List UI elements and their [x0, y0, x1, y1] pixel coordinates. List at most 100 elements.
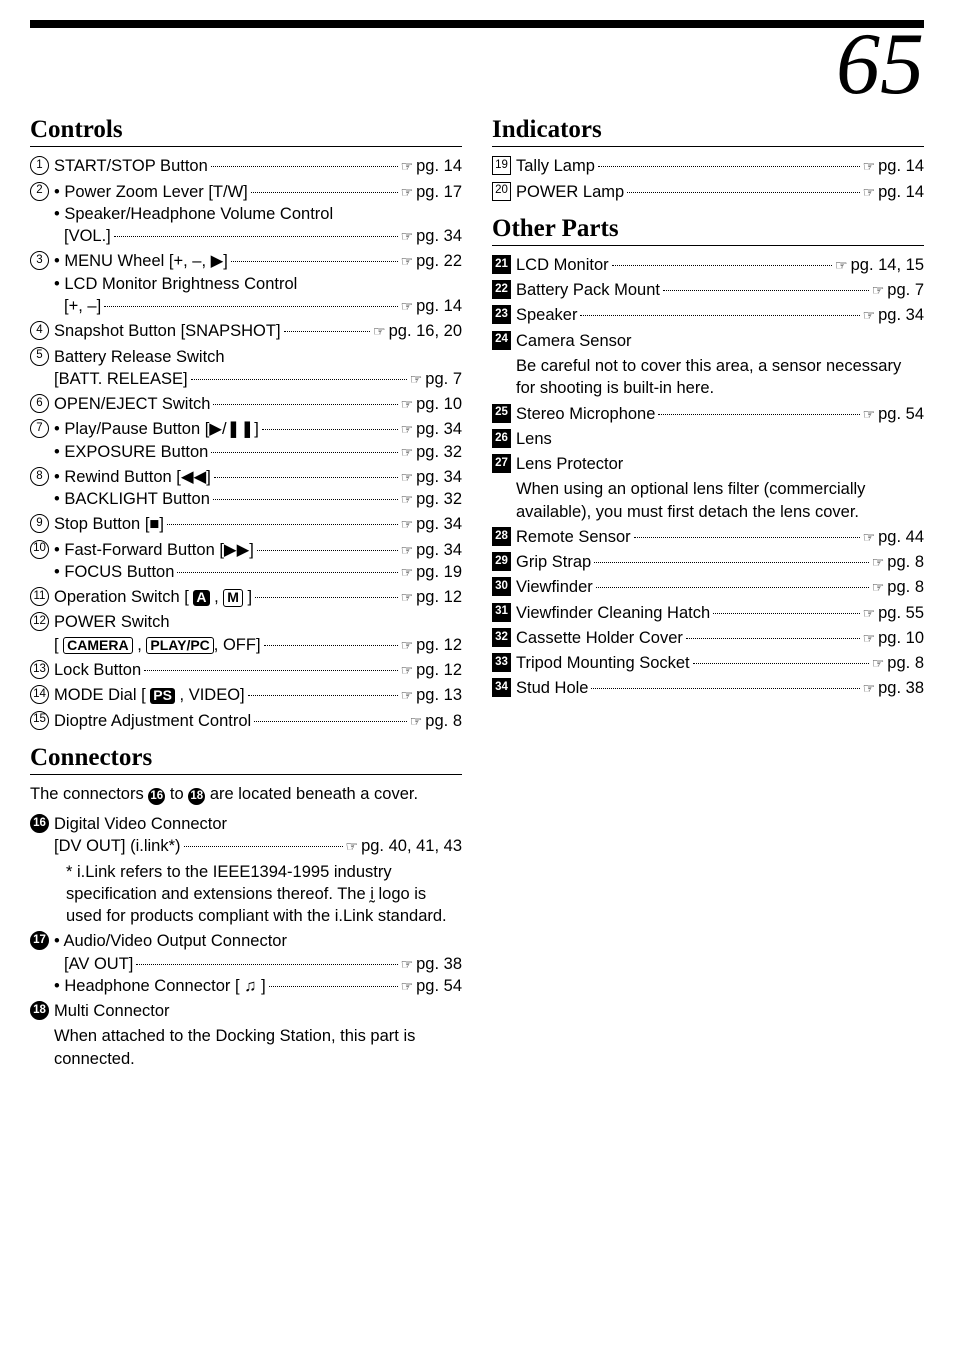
index-entry: 20POWER Lamppg. 14: [492, 181, 924, 203]
dot-leader: [213, 499, 398, 500]
dot-leader: [257, 550, 398, 551]
page-ref: pg. 14, 15: [835, 254, 924, 276]
dot-leader: [211, 452, 397, 453]
page-ref: pg. 14: [401, 155, 462, 177]
entry-label: Speaker: [516, 304, 577, 326]
dot-leader: [211, 166, 398, 167]
dot-leader: [686, 638, 860, 639]
page-ref: pg. 22: [401, 250, 462, 272]
entry-number-badge: 11: [30, 587, 49, 606]
index-entry: 16Digital Video Connector[DV OUT] (i.lin…: [30, 813, 462, 858]
page-ref: pg. 34: [401, 539, 462, 561]
entry-note: * i.Link refers to the IEEE1394-1995 ind…: [30, 861, 462, 928]
dot-leader: [251, 192, 398, 193]
index-entry: 13Lock Buttonpg. 12: [30, 659, 462, 681]
entry-label: [VOL.]: [54, 225, 111, 247]
page-ref: pg. 34: [401, 225, 462, 247]
index-entry: 7• Play/Pause Button [▶/❚❚]pg. 34• EXPOS…: [30, 418, 462, 463]
page-ref: pg. 34: [401, 418, 462, 440]
index-entry: 34Stud Holepg. 38: [492, 677, 924, 699]
dot-leader: [693, 663, 869, 664]
index-entry: 26Lens: [492, 428, 924, 450]
entry-label: • FOCUS Button: [54, 561, 174, 583]
page-ref: pg. 12: [401, 634, 462, 656]
dot-leader: [248, 695, 398, 696]
entry-number-badge: 27: [492, 454, 511, 473]
dot-leader: [262, 429, 398, 430]
entry-number-badge: 14: [30, 685, 49, 704]
section-rule: [30, 146, 462, 147]
entry-label: Grip Strap: [516, 551, 591, 573]
index-entry: 9Stop Button [■]pg. 34: [30, 513, 462, 535]
page-ref: pg. 38: [863, 677, 924, 699]
page-ref: pg. 14: [863, 155, 924, 177]
page-ref: pg. 7: [410, 368, 462, 390]
index-entry: 28Remote Sensorpg. 44: [492, 526, 924, 548]
page-ref: pg. 8: [410, 710, 462, 732]
top-accent-bar: [30, 20, 924, 28]
entry-label: • Power Zoom Lever [T/W]: [54, 181, 248, 203]
dot-leader: [612, 265, 832, 266]
dot-leader: [591, 688, 859, 689]
entry-label: Tripod Mounting Socket: [516, 652, 690, 674]
index-entry: 23Speakerpg. 34: [492, 304, 924, 326]
entry-label: [AV OUT]: [54, 953, 133, 975]
dot-leader: [663, 290, 869, 291]
entry-label: Multi Connector: [54, 1000, 170, 1022]
section-title: Controls: [30, 116, 462, 144]
dot-leader: [114, 236, 398, 237]
dot-leader: [269, 986, 398, 987]
entry-label: • Play/Pause Button [▶/❚❚]: [54, 418, 259, 440]
entry-label: Lens Protector: [516, 453, 623, 475]
entry-label: MODE Dial [ PS , VIDEO]: [54, 684, 245, 706]
dot-leader: [264, 645, 398, 646]
entry-label: • MENU Wheel [+, –, ▶]: [54, 250, 228, 272]
entry-label: POWER Switch: [54, 611, 170, 633]
page-ref: pg. 12: [401, 586, 462, 608]
section-title: Indicators: [492, 116, 924, 144]
entry-label: • Rewind Button [◀◀]: [54, 466, 211, 488]
index-entry: 14MODE Dial [ PS , VIDEO]pg. 13: [30, 684, 462, 706]
page-ref: pg. 7: [872, 279, 924, 301]
entry-label: Lock Button: [54, 659, 141, 681]
entry-label: Remote Sensor: [516, 526, 631, 548]
index-entry: 2• Power Zoom Lever [T/W]pg. 17• Speaker…: [30, 181, 462, 248]
entry-label: Cassette Holder Cover: [516, 627, 683, 649]
index-entry: 5Battery Release Switch[BATT. RELEASE]pg…: [30, 346, 462, 391]
index-entry: 6OPEN/EJECT Switchpg. 10: [30, 393, 462, 415]
entry-label: [+, –]: [54, 295, 101, 317]
page-ref: pg. 10: [401, 393, 462, 415]
entry-number-badge: 24: [492, 331, 511, 350]
dot-leader: [177, 572, 397, 573]
dot-leader: [214, 477, 398, 478]
section-title: Connectors: [30, 744, 462, 772]
entry-number-badge: 21: [492, 255, 511, 274]
entry-number-badge: 6: [30, 394, 49, 413]
entry-number-badge: 8: [30, 467, 49, 486]
index-entry: 10• Fast-Forward Button [▶▶]pg. 34• FOCU…: [30, 539, 462, 584]
entry-continuation: When using an optional lens filter (comm…: [492, 478, 924, 523]
page-ref: pg. 32: [401, 441, 462, 463]
page-ref: pg. 55: [863, 602, 924, 624]
entry-number-badge: 18: [30, 1001, 49, 1020]
entry-number-badge: 23: [492, 305, 511, 324]
dot-leader: [284, 331, 371, 332]
index-entry: 31Viewfinder Cleaning Hatchpg. 55: [492, 602, 924, 624]
entry-label: • EXPOSURE Button: [54, 441, 208, 463]
page-ref: pg. 8: [872, 551, 924, 573]
index-entry: 12POWER Switch[ CAMERA , PLAY/PC, OFF]pg…: [30, 611, 462, 656]
entry-label: Lens: [516, 428, 552, 450]
section-rule: [30, 774, 462, 775]
dot-leader: [213, 404, 397, 405]
entry-number-badge: 16: [30, 814, 49, 833]
dot-leader: [713, 613, 859, 614]
entry-number-badge: 22: [492, 280, 511, 299]
entry-number-badge: 29: [492, 552, 511, 571]
entry-label: Battery Release Switch: [54, 346, 225, 368]
page-ref: pg. 12: [401, 659, 462, 681]
dot-leader: [594, 562, 869, 563]
page-number: 65: [836, 30, 924, 100]
dot-leader: [191, 379, 407, 380]
entry-number-badge: 15: [30, 711, 49, 730]
entry-continuation: When attached to the Docking Station, th…: [30, 1025, 462, 1070]
